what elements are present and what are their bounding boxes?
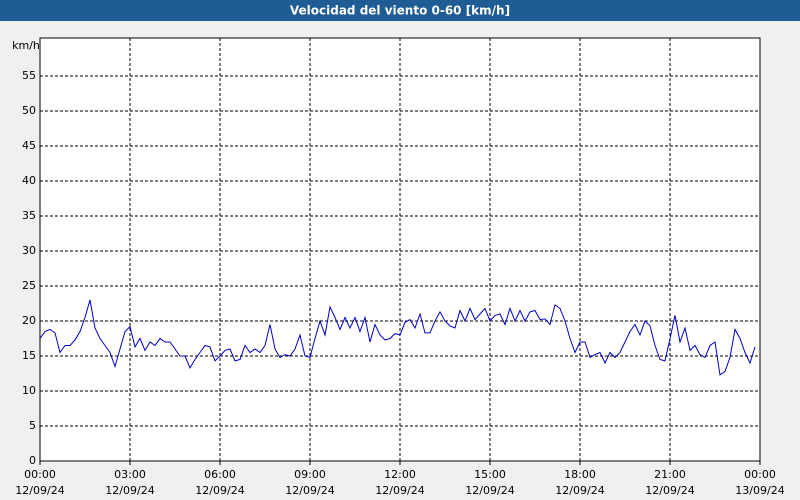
y-tick-label: 15 — [22, 349, 36, 362]
y-tick-label: 20 — [22, 314, 36, 327]
y-tick-label: 55 — [22, 69, 36, 82]
x-tick-label: 12:00 — [384, 468, 416, 481]
x-tick-date: 12/09/24 — [105, 484, 154, 497]
title-bar — [0, 0, 800, 21]
y-tick-label: 30 — [22, 244, 36, 257]
x-tick-date: 12/09/24 — [15, 484, 64, 497]
x-tick-label: 15:00 — [474, 468, 506, 481]
line-series — [39, 299, 756, 376]
y-tick-label: 0 — [29, 454, 36, 467]
y-axis-label: km/h — [12, 39, 40, 52]
x-tick-label: 03:00 — [114, 468, 146, 481]
chart-title: Velocidad del viento 0-60 [km/h] — [290, 4, 510, 18]
x-tick-label: 00:00 — [744, 468, 776, 481]
x-tick-label: 06:00 — [204, 468, 236, 481]
x-tick-label: 00:00 — [24, 468, 56, 481]
x-tick-label: 09:00 — [294, 468, 326, 481]
plot-border — [39, 37, 761, 462]
x-tick-label: 18:00 — [564, 468, 596, 481]
y-tick-label: 35 — [22, 209, 36, 222]
y-tick-label: 10 — [22, 384, 36, 397]
x-tick-date: 12/09/24 — [465, 484, 514, 497]
x-tick-date: 12/09/24 — [285, 484, 334, 497]
y-tick-label: 45 — [22, 139, 36, 152]
x-tick-date: 12/09/24 — [375, 484, 424, 497]
x-tick-label: 21:00 — [654, 468, 686, 481]
y-tick-label: 5 — [29, 419, 36, 432]
x-tick-date: 12/09/24 — [645, 484, 694, 497]
x-tick-date: 12/09/24 — [555, 484, 604, 497]
x-tick-date: 12/09/24 — [195, 484, 244, 497]
y-tick-label: 25 — [22, 279, 36, 292]
x-tick-date: 13/09/24 — [735, 484, 784, 497]
y-tick-label: 40 — [22, 174, 36, 187]
y-tick-label: 50 — [22, 104, 36, 117]
